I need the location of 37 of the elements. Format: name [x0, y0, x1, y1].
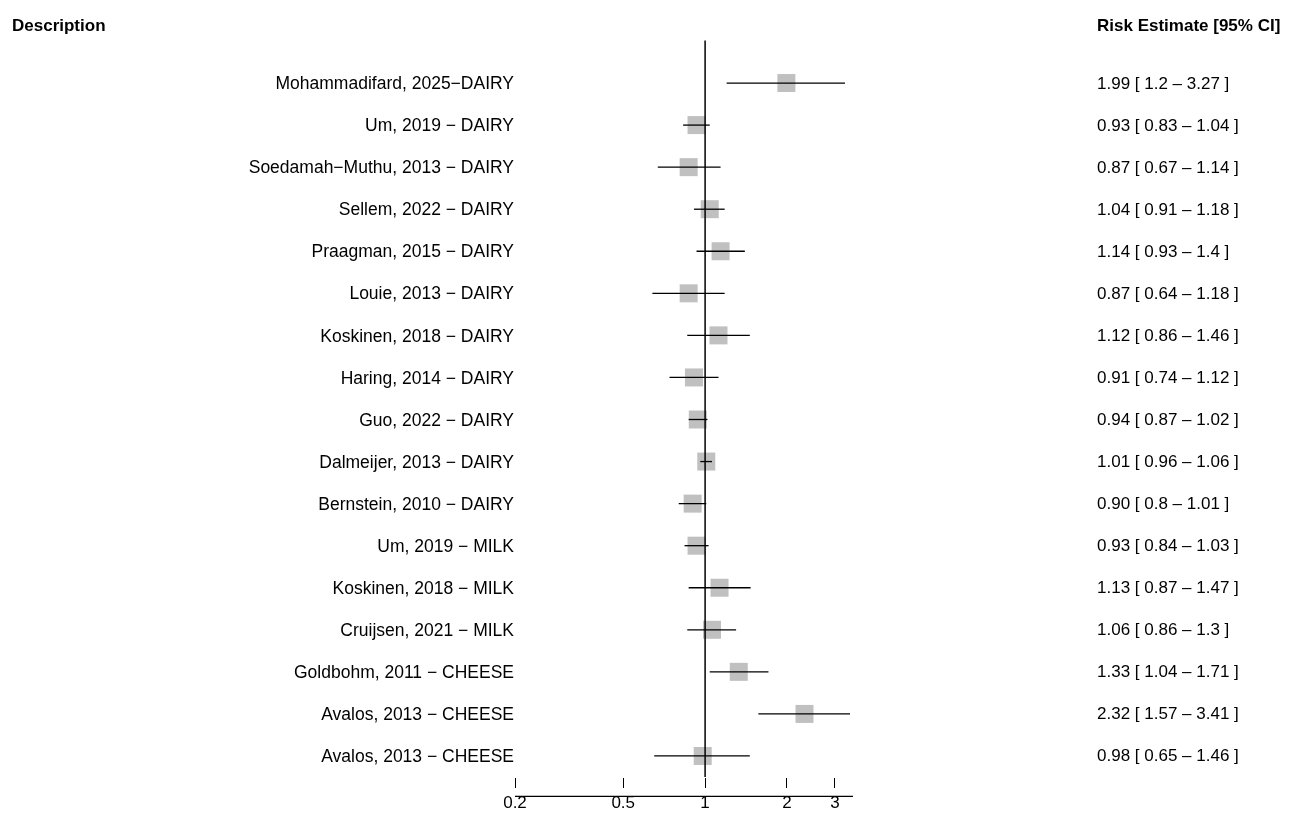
text: Risk Estimate [95% CI]: [1097, 16, 1281, 35]
y-tick-label: Um, 2019 − DAIRY: [365, 115, 515, 136]
y-tick-label: Louie, 2013 − DAIRY: [349, 283, 515, 304]
text: Description: [12, 16, 106, 35]
y-tick-label: Cruijsen, 2021 − MILK: [340, 619, 515, 640]
x-tick-label: 0.2: [503, 793, 527, 813]
text: 0.93 [ 0.84 – 1.03 ]: [1097, 536, 1239, 555]
y-tick-label: Koskinen, 2018 − DAIRY: [320, 325, 515, 346]
text: 0.87 [ 0.67 – 1.14 ]: [1097, 158, 1239, 177]
text: 1.01 [ 0.96 – 1.06 ]: [1097, 452, 1239, 471]
text: 1.12 [ 0.86 – 1.46 ]: [1097, 326, 1239, 345]
text: 1.04 [ 0.91 – 1.18 ]: [1097, 200, 1239, 219]
text: 0.91 [ 0.74 – 1.12 ]: [1097, 368, 1239, 387]
y-tick-label: Koskinen, 2018 − MILK: [332, 577, 515, 598]
text: 0.87 [ 0.64 – 1.18 ]: [1097, 284, 1239, 303]
text: 0.93 [ 0.83 – 1.04 ]: [1097, 116, 1239, 135]
y-tick-label: Haring, 2014 − DAIRY: [340, 367, 515, 388]
y-tick-label: Bernstein, 2010 − DAIRY: [318, 493, 515, 514]
text: 1.06 [ 0.86 – 1.3 ]: [1097, 620, 1230, 639]
text: 1.14 [ 0.93 – 1.4 ]: [1097, 242, 1230, 261]
y-tick-label: Goldbohm, 2011 − CHEESE: [293, 661, 514, 682]
y-tick-label: Soedamah−Muthu, 2013 − DAIRY: [248, 157, 515, 178]
y-tick-label: Avalos, 2013 − CHEESE: [321, 704, 514, 725]
text: 1.99 [ 1.2 – 3.27 ]: [1097, 74, 1230, 93]
text: 1.33 [ 1.04 – 1.71 ]: [1097, 662, 1239, 681]
text: 1.13 [ 0.87 – 1.47 ]: [1097, 578, 1239, 597]
y-tick-label: Um, 2019 − MILK: [377, 535, 515, 556]
text: 0.98 [ 0.65 – 1.46 ]: [1097, 746, 1239, 765]
y-tick-label: Praagman, 2015 − DAIRY: [311, 241, 515, 262]
y-tick-label: Sellem, 2022 − DAIRY: [338, 199, 515, 220]
y-tick-label: Guo, 2022 − DAIRY: [359, 409, 515, 430]
y-tick-label: Dalmeijer, 2013 − DAIRY: [319, 451, 515, 472]
y-tick-label: Mohammadifard, 2025−DAIRY: [275, 73, 515, 94]
text: 2.32 [ 1.57 – 3.41 ]: [1097, 704, 1239, 723]
y-tick-label: Avalos, 2013 − CHEESE: [321, 746, 514, 767]
text: 0.94 [ 0.87 – 1.02 ]: [1097, 410, 1239, 429]
text: 0.90 [ 0.8 – 1.01 ]: [1097, 494, 1230, 513]
